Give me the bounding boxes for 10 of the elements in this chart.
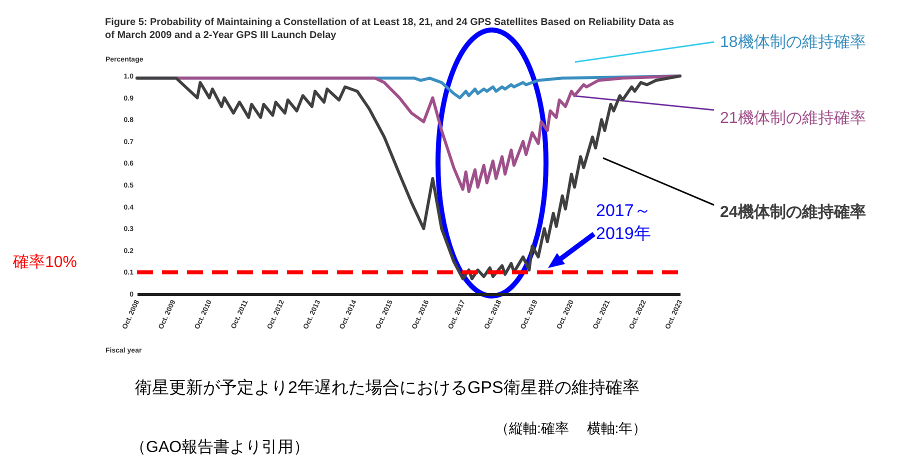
line-series bbox=[136, 74, 682, 280]
text: 18機体制の維持確率 bbox=[720, 33, 866, 51]
annotation: 2017～2019年 bbox=[596, 200, 652, 245]
text: 21機体制の維持確率 bbox=[720, 109, 866, 127]
text: 衛星更新が予定より2年遅れた場合におけるGPS衛星群の維持確率 bbox=[135, 377, 640, 399]
text: （縦軸:確率 横軸:年） bbox=[495, 420, 647, 438]
ref-line-label: 確率10% bbox=[12, 253, 78, 272]
text: （GAO報告書より引用） bbox=[130, 438, 310, 458]
text: 24機体制の維持確率 bbox=[720, 202, 866, 221]
chart-title: Figure 5: Probability of Maintaining a Constellation of at Least 18, 21, and 24 GPS Satellites Based on Reliability Data as of March 2009 and a 2-Year GPS III Launch Delay bbox=[105, 16, 675, 42]
